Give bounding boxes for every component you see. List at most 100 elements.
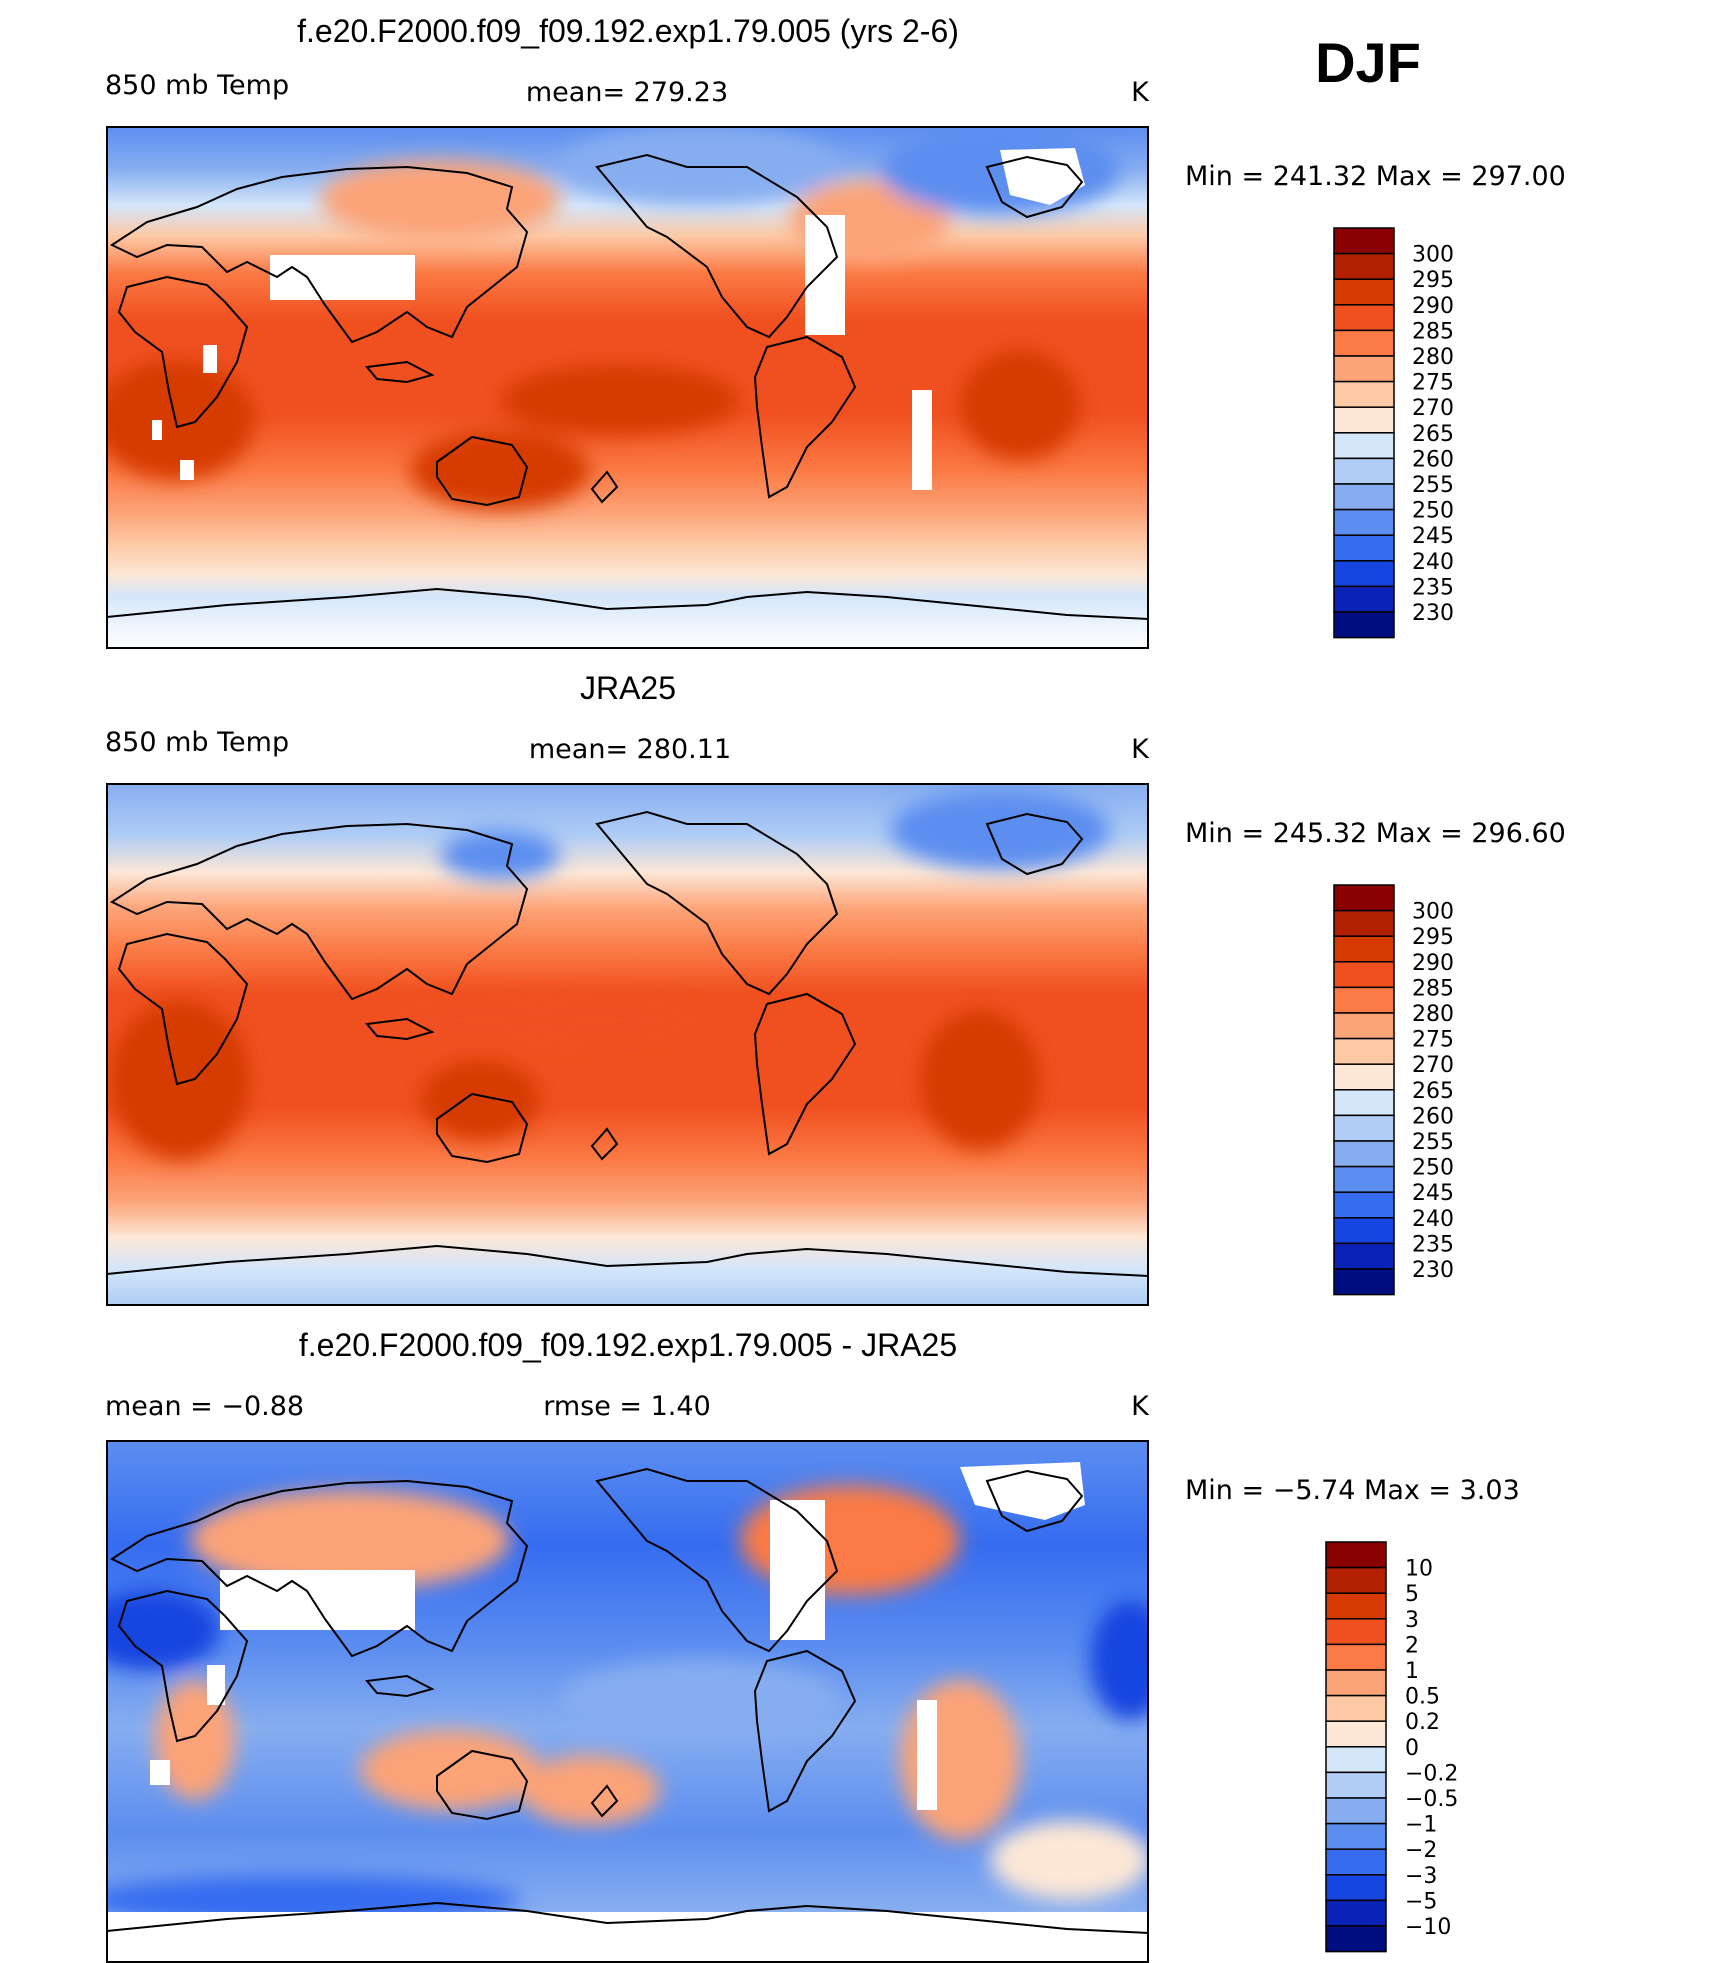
panel-3-mean-label: mean = −0.88 xyxy=(105,1391,304,1422)
panel-1-units-label: K xyxy=(1131,77,1150,108)
colorbar-tick-label: −10 xyxy=(1405,1915,1451,1940)
panel-3-map xyxy=(107,1441,1148,1962)
colorbar-box xyxy=(1325,1541,1387,1569)
colorbar-tick-label: 1 xyxy=(1405,1659,1419,1684)
panel-3-title: f.e20.F2000.f09_f09.192.exp1.79.005 - JR… xyxy=(299,1327,957,1363)
colorbar-box xyxy=(1325,1643,1387,1671)
colorbar-tick-label: 255 xyxy=(1412,1130,1454,1155)
colorbar-box xyxy=(1333,355,1395,383)
colorbar-tick-label: 3 xyxy=(1405,1608,1419,1633)
panel-3-minmax: Min = −5.74 Max = 3.03 xyxy=(1185,1475,1520,1506)
panel-3: f.e20.F2000.f09_f09.192.exp1.79.005 - JR… xyxy=(105,1327,1520,1963)
colorbar-tick-label: 265 xyxy=(1412,422,1454,447)
colorbar-tick-label: 300 xyxy=(1412,243,1454,268)
colorbar-box xyxy=(1333,909,1395,937)
colorbar-box xyxy=(1333,560,1395,588)
colorbar-box xyxy=(1325,1822,1387,1850)
colorbar-tick-label: 280 xyxy=(1412,1002,1454,1027)
colorbar-box xyxy=(1333,1268,1395,1296)
colorbar-tick-label: 285 xyxy=(1412,319,1454,344)
colorbar-tick-label: 2 xyxy=(1405,1633,1419,1658)
colorbar-tick-label: 245 xyxy=(1412,1181,1454,1206)
colorbar-box xyxy=(1333,1063,1395,1091)
panel-3-anomaly-patches xyxy=(107,1485,1148,1925)
colorbar-box xyxy=(1325,1771,1387,1799)
colorbar-box xyxy=(1333,457,1395,485)
panel-1-minmax: Min = 241.32 Max = 297.00 xyxy=(1185,161,1566,192)
colorbar-box xyxy=(1333,986,1395,1014)
colorbar-tick-label: 295 xyxy=(1412,268,1454,293)
colorbar-box xyxy=(1333,611,1395,639)
panel-2-warm-cores xyxy=(110,790,1110,1160)
colorbar-tick-label: 5 xyxy=(1405,1582,1419,1607)
panel-3-masked-topography xyxy=(107,1462,1148,1962)
colorbar-box xyxy=(1325,1925,1387,1953)
colorbar-box xyxy=(1333,1242,1395,1270)
colorbar-tick-label: 250 xyxy=(1412,499,1454,524)
colorbar-tick-label: −1 xyxy=(1405,1813,1437,1838)
colorbar-box xyxy=(1333,534,1395,562)
colorbar-box xyxy=(1325,1720,1387,1748)
colorbar-tick-label: 290 xyxy=(1412,951,1454,976)
colorbar-box xyxy=(1333,252,1395,280)
colorbar-tick-label: −0.5 xyxy=(1405,1787,1458,1812)
colorbar-box xyxy=(1325,1899,1387,1927)
panel-3-rmse-label: rmse = 1.40 xyxy=(543,1391,711,1422)
colorbar-tick-label: 0.5 xyxy=(1405,1685,1440,1710)
panel-2-minmax: Min = 245.32 Max = 296.60 xyxy=(1185,818,1566,849)
colorbar-tick-label: 270 xyxy=(1412,1053,1454,1078)
panel-2-colorbar: 3002952902852802752702652602552502452402… xyxy=(1333,884,1454,1296)
colorbar-box xyxy=(1333,432,1395,460)
colorbar-box xyxy=(1333,1217,1395,1245)
colorbar-tick-label: −5 xyxy=(1405,1889,1437,1914)
colorbar-tick-label: 260 xyxy=(1412,447,1454,472)
colorbar-tick-label: 250 xyxy=(1412,1156,1454,1181)
panel-2-frame xyxy=(106,783,1149,1306)
colorbar-box xyxy=(1333,1089,1395,1117)
colorbar-box xyxy=(1333,1165,1395,1193)
colorbar-tick-label: 270 xyxy=(1412,396,1454,421)
panel-3-units-label: K xyxy=(1131,1391,1150,1422)
colorbar-box xyxy=(1325,1848,1387,1876)
colorbar-box xyxy=(1333,278,1395,306)
colorbar-box xyxy=(1333,329,1395,357)
colorbar-tick-label: 290 xyxy=(1412,294,1454,319)
colorbar-tick-label: 240 xyxy=(1412,1207,1454,1232)
colorbar-tick-label: 255 xyxy=(1412,473,1454,498)
panel-1-title: f.e20.F2000.f09_f09.192.exp1.79.005 (yrs… xyxy=(297,13,959,49)
colorbar-box xyxy=(1333,304,1395,332)
panel-2-map xyxy=(107,784,1148,1305)
colorbar-box xyxy=(1333,1114,1395,1142)
colorbar-tick-label: 275 xyxy=(1412,1028,1454,1053)
colorbar-tick-label: 235 xyxy=(1412,1232,1454,1257)
colorbar-box xyxy=(1333,380,1395,408)
colorbar-tick-label: 230 xyxy=(1412,601,1454,626)
colorbar-box xyxy=(1333,508,1395,536)
colorbar-tick-label: 285 xyxy=(1412,976,1454,1001)
colorbar-tick-label: 275 xyxy=(1412,371,1454,396)
colorbar-tick-label: 0.2 xyxy=(1405,1710,1440,1735)
season-label: DJF xyxy=(1315,31,1421,94)
panel-1: f.e20.F2000.f09_f09.192.exp1.79.005 (yrs… xyxy=(105,13,1566,649)
panel-2: JRA25 850 mb Temp mean= 280.11 K Min = 2… xyxy=(105,670,1566,1306)
colorbar-box xyxy=(1325,1566,1387,1594)
colorbar-tick-label: 0 xyxy=(1405,1736,1419,1761)
colorbar-box xyxy=(1325,1592,1387,1620)
colorbar-tick-label: −2 xyxy=(1405,1838,1437,1863)
panel-3-frame xyxy=(106,1440,1149,1963)
colorbar-box xyxy=(1333,227,1395,255)
colorbar-tick-label: 10 xyxy=(1405,1557,1433,1582)
colorbar-tick-label: 300 xyxy=(1412,900,1454,925)
colorbar-box xyxy=(1325,1797,1387,1825)
colorbar-tick-label: 230 xyxy=(1412,1258,1454,1283)
colorbar-box xyxy=(1333,935,1395,963)
colorbar-box xyxy=(1333,406,1395,434)
colorbar-box xyxy=(1333,1037,1395,1065)
colorbar-box xyxy=(1325,1746,1387,1774)
colorbar-box xyxy=(1333,483,1395,511)
panel-1-frame xyxy=(106,126,1149,649)
colorbar-tick-label: −0.2 xyxy=(1405,1761,1458,1786)
colorbar-tick-label: −3 xyxy=(1405,1864,1437,1889)
colorbar-box xyxy=(1325,1874,1387,1902)
